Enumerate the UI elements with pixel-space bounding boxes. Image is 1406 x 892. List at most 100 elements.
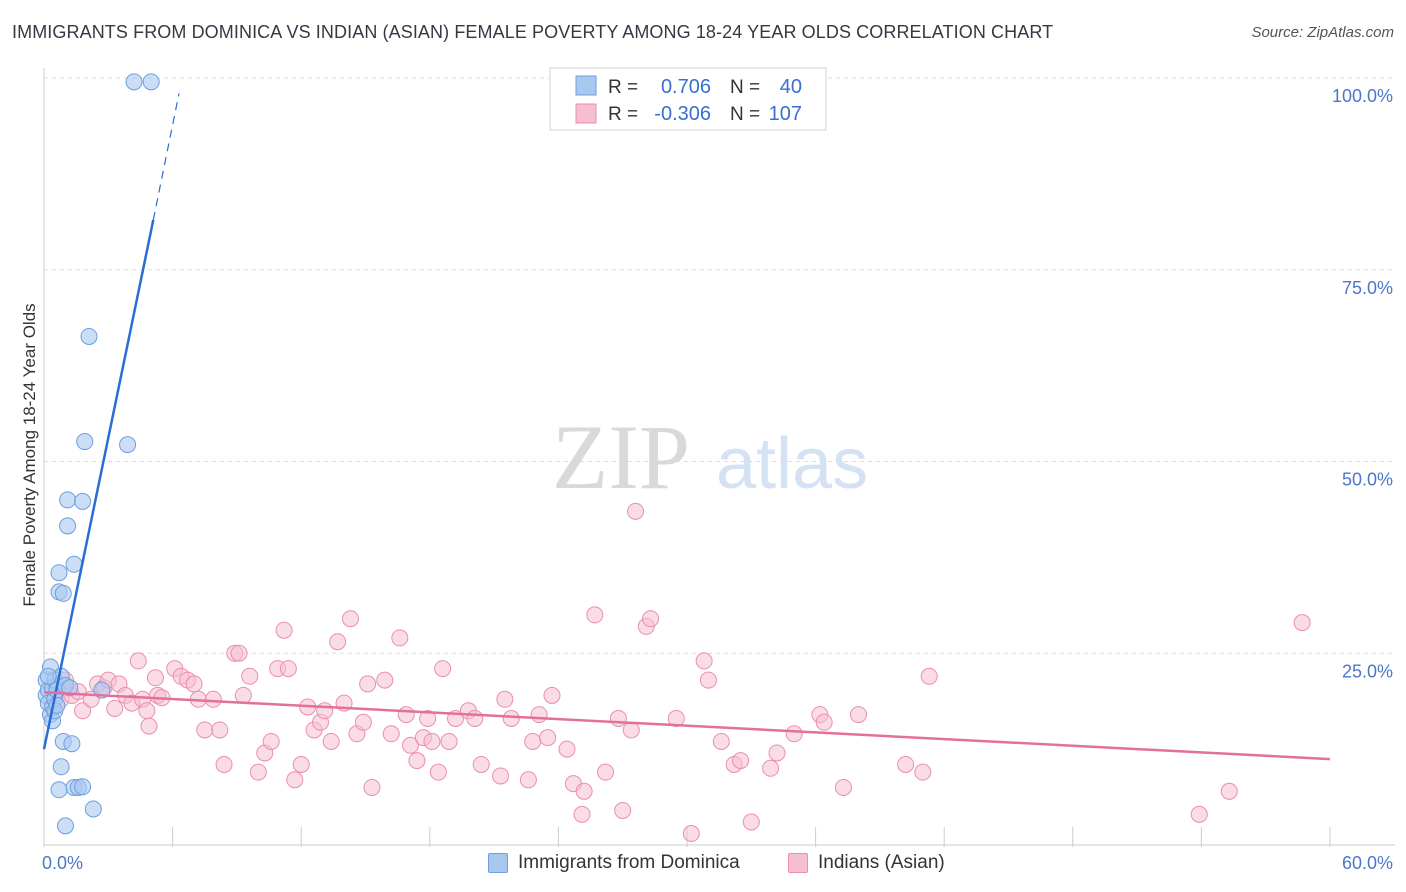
legend-n-value-blue: 40 [780, 76, 802, 98]
point-indians-asian [391, 629, 409, 647]
point-indians-asian [472, 755, 490, 773]
point-indians-asian [138, 702, 156, 720]
point-indians-asian [363, 778, 381, 796]
gridlines [44, 77, 1395, 654]
point-indians-asian [354, 713, 372, 731]
point-indians-asian [849, 706, 867, 724]
point-indians-asian [185, 675, 203, 693]
point-dominica [80, 327, 98, 345]
point-indians-asian [106, 699, 124, 717]
y-tick-label: 50.0% [1342, 470, 1393, 490]
point-indians-asian [586, 606, 604, 624]
legend-item-dominica: Immigrants from Dominica [488, 852, 740, 874]
point-indians-asian [286, 771, 304, 789]
point-dominica [65, 555, 83, 573]
point-indians-asian [539, 729, 557, 747]
point-dominica [125, 73, 143, 91]
point-dominica [50, 564, 68, 582]
point-dominica [76, 433, 94, 451]
point-indians-asian [543, 686, 561, 704]
point-indians-asian [423, 732, 441, 750]
point-indians-asian [627, 502, 645, 520]
legend-n-label-blue: N = [730, 77, 760, 98]
trendline-dominica [42, 219, 155, 750]
point-dominica [84, 800, 102, 818]
watermark-zip: ZIP [552, 406, 690, 508]
point-indians-asian [341, 610, 359, 628]
point-indians-asian [785, 725, 803, 743]
point-indians-asian [695, 652, 713, 670]
point-dominica [50, 781, 68, 799]
point-dominica [39, 667, 57, 685]
legend-swatch-indians [788, 853, 808, 873]
tick-labels: 25.0% 50.0% 75.0% 100.0% 0.0% 60.0% [42, 86, 1393, 873]
legend-n-value-pink: 107 [769, 103, 802, 125]
chart-title: IMMIGRANTS FROM DOMINICA VS INDIAN (ASIA… [12, 22, 1054, 42]
point-indians-asian [329, 633, 347, 651]
point-dominica [74, 492, 92, 510]
blue-series-points [37, 73, 160, 835]
point-indians-asian [667, 709, 685, 727]
point-indians-asian [74, 702, 92, 720]
x-tick-label: 0.0% [42, 853, 83, 873]
point-indians-asian [196, 721, 214, 739]
trendline-indians-asian [43, 691, 1331, 761]
point-indians-asian [466, 709, 484, 727]
point-indians-asian [204, 690, 222, 708]
point-indians-asian [440, 732, 458, 750]
point-indians-asian [699, 671, 717, 689]
point-indians-asian [316, 702, 334, 720]
point-indians-asian [558, 740, 576, 758]
point-indians-asian [732, 752, 750, 770]
point-indians-asian [322, 732, 340, 750]
top-legend: R = 0.706 N = 40 R = -0.306 N = 107 [549, 67, 827, 131]
point-indians-asian [275, 621, 293, 639]
point-indians-asian [211, 721, 229, 739]
point-indians-asian [496, 690, 514, 708]
y-tick-label: 100.0% [1332, 86, 1393, 106]
trendline-dominica-extension [152, 93, 180, 221]
pink-series-points [46, 502, 1311, 842]
point-indians-asian [897, 755, 915, 773]
point-indians-asian [742, 813, 760, 831]
legend-r-label-blue: R = [608, 77, 638, 98]
legend-label-dominica: Immigrants from Dominica [518, 852, 740, 873]
x-tick-label: 60.0% [1342, 853, 1393, 873]
point-indians-asian [140, 717, 158, 735]
point-indians-asian [1220, 782, 1238, 800]
point-indians-asian [234, 686, 252, 704]
point-indians-asian [524, 732, 542, 750]
point-indians-asian [262, 732, 280, 750]
point-indians-asian [215, 755, 233, 773]
point-dominica [52, 758, 70, 776]
legend-swatch-blue [575, 75, 597, 96]
legend-r-value-pink: -0.306 [654, 103, 711, 125]
point-indians-asian [249, 763, 267, 781]
point-indians-asian [1293, 614, 1311, 632]
point-indians-asian [914, 763, 932, 781]
point-dominica [63, 735, 81, 753]
point-indians-asian [614, 801, 632, 819]
point-indians-asian [768, 744, 786, 762]
point-indians-asian [397, 706, 415, 724]
point-indians-asian [146, 669, 164, 687]
legend-r-label-pink: R = [608, 104, 638, 125]
legend-item-indians: Indians (Asian) [788, 852, 945, 874]
point-indians-asian [502, 709, 520, 727]
point-dominica [74, 778, 92, 796]
point-indians-asian [279, 660, 297, 678]
point-indians-asian [241, 667, 259, 685]
point-indians-asian [402, 736, 420, 754]
legend-swatch-pink [575, 103, 597, 124]
point-indians-asian [408, 752, 426, 770]
point-dominica [54, 584, 72, 602]
legend-label-indians: Indians (Asian) [818, 852, 945, 873]
point-indians-asian [359, 675, 377, 693]
legend-swatch-dominica [488, 853, 508, 873]
point-indians-asian [762, 759, 780, 777]
point-indians-asian [434, 660, 452, 678]
point-dominica [61, 679, 79, 697]
trend-lines [42, 93, 1331, 761]
watermark-atlas: atlas [716, 424, 868, 504]
point-indians-asian [834, 778, 852, 796]
